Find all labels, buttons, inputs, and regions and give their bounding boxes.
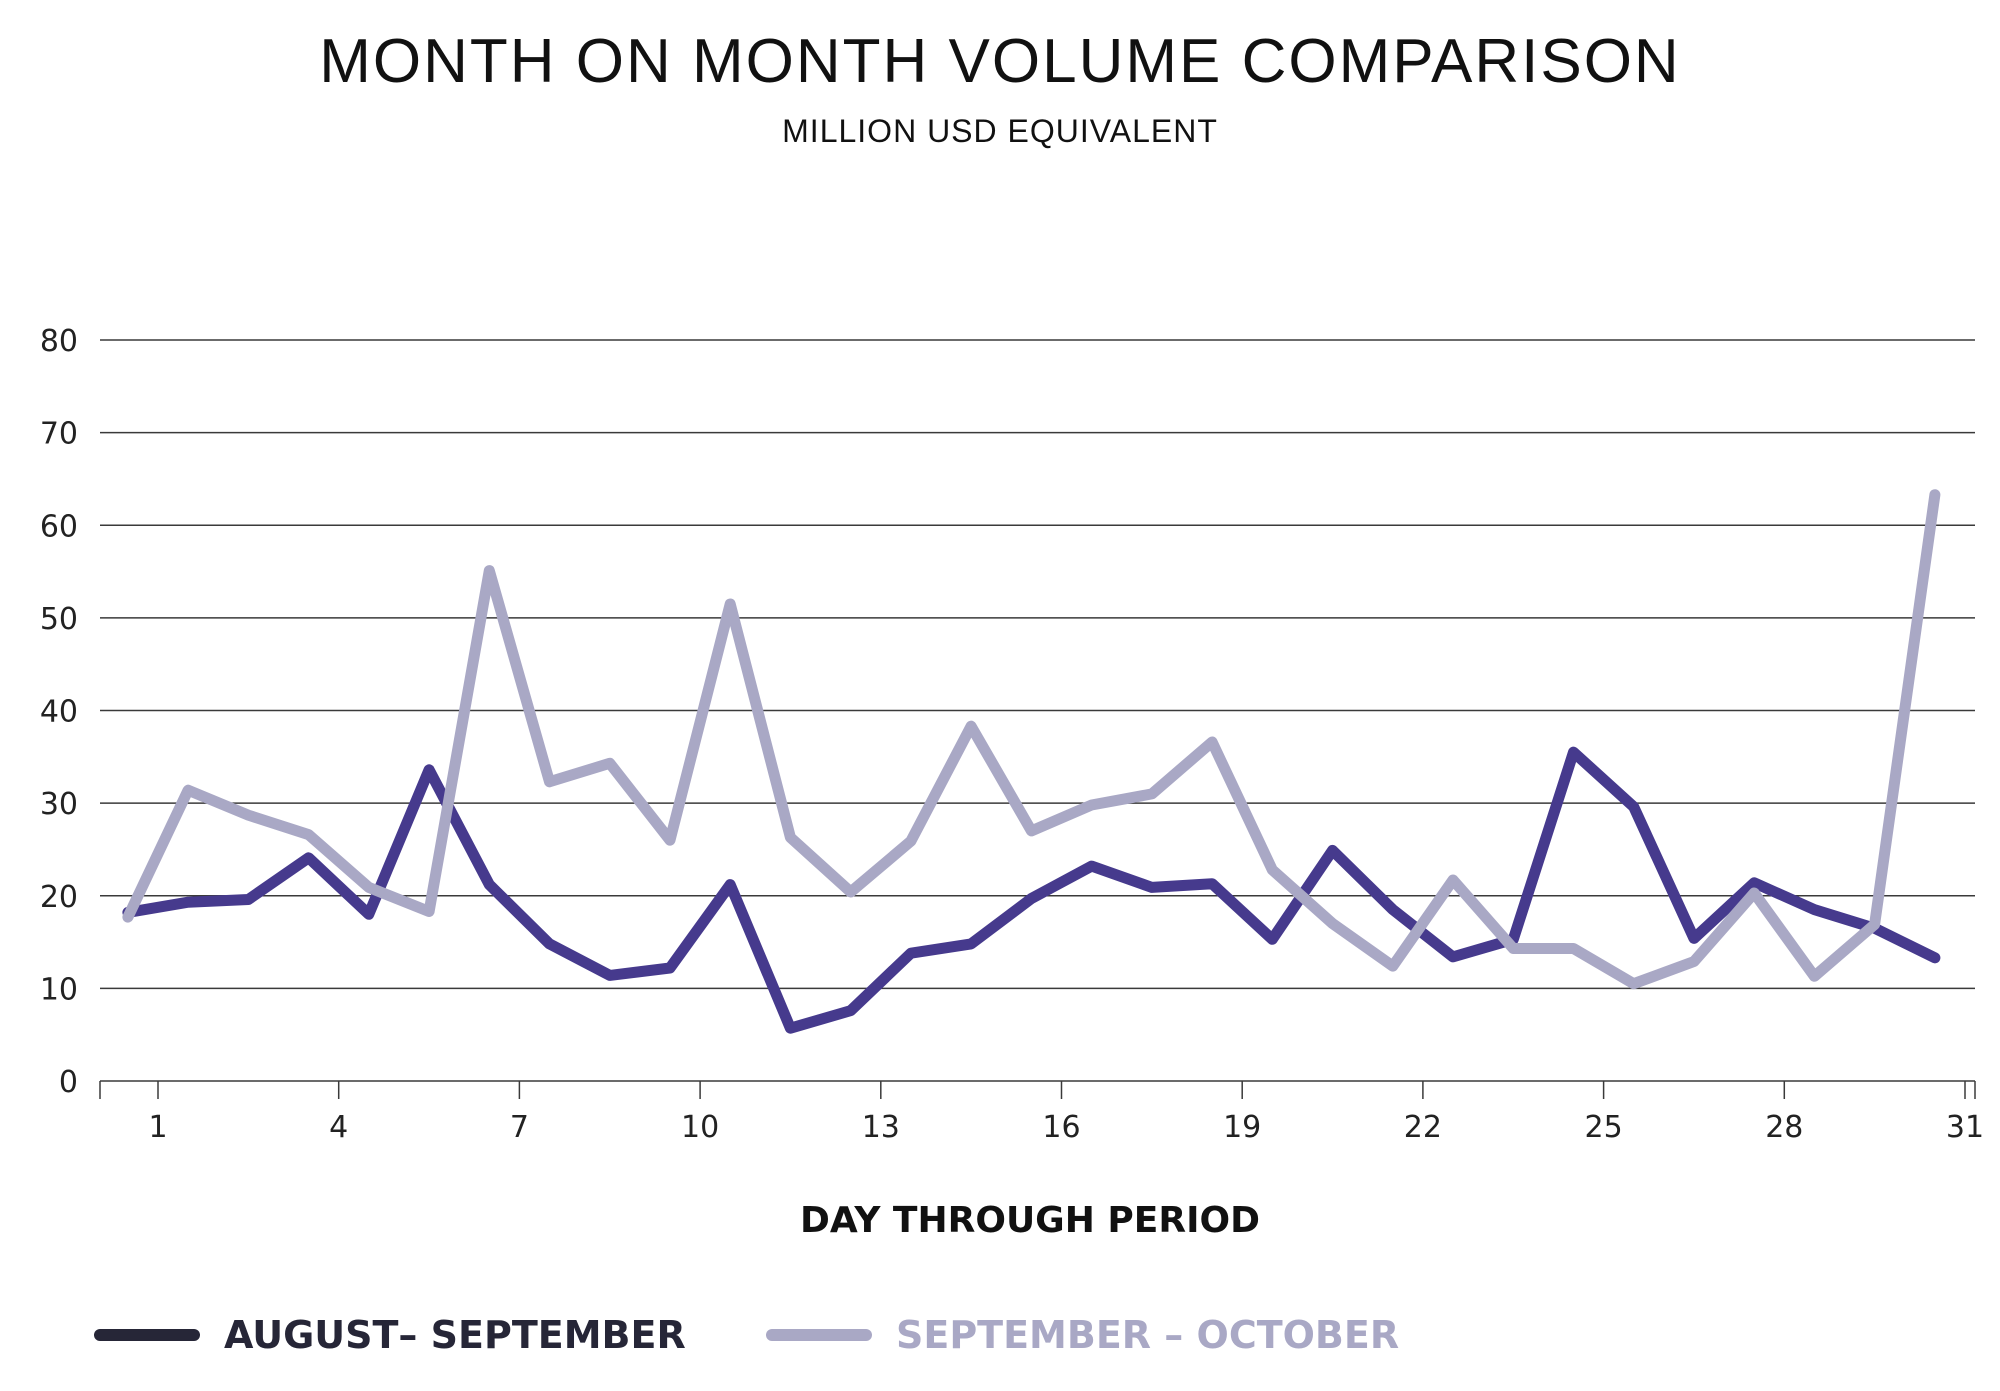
legend: AUGUST– SEPTEMBER SEPTEMBER – OCTOBER	[94, 1313, 1399, 1357]
x-tick-label: 4	[329, 1110, 348, 1145]
series-lines	[122, 489, 1941, 1034]
y-tick-label: 70	[40, 417, 78, 452]
y-tick-label: 40	[40, 695, 78, 730]
series-line-august-september	[122, 746, 1941, 1034]
y-tick-label: 80	[40, 324, 78, 359]
legend-label-august-september: AUGUST– SEPTEMBER	[224, 1313, 686, 1357]
chart-subtitle: MILLION USD EQUIVALENT	[782, 113, 1218, 149]
x-tick-label: 13	[862, 1110, 900, 1145]
x-tick-label: 22	[1404, 1110, 1442, 1145]
y-tick-label: 50	[40, 602, 78, 637]
y-tick-label: 60	[40, 509, 78, 544]
series-line-september-october	[122, 489, 1941, 990]
x-tick-label: 28	[1765, 1110, 1803, 1145]
chart-title: MONTH ON MONTH VOLUME COMPARISON	[319, 27, 1680, 96]
y-tick-label: 0	[59, 1065, 78, 1100]
y-tick-label: 30	[40, 787, 78, 822]
x-tick-label: 7	[510, 1110, 529, 1145]
legend-label-september-october: SEPTEMBER – OCTOBER	[896, 1313, 1399, 1357]
y-axis-ticks: 0 10 20 30 40 50 60 70 80	[40, 324, 78, 1100]
y-tick-label: 10	[40, 972, 78, 1007]
x-tick-label: 16	[1042, 1110, 1080, 1145]
x-axis: 1 4 7 10 13 16 19 22 25 28 31	[99, 1080, 1984, 1145]
y-tick-label: 20	[40, 880, 78, 915]
x-tick-label: 31	[1946, 1110, 1984, 1145]
x-tick-label: 19	[1223, 1110, 1261, 1145]
x-axis-label: DAY THROUGH PERIOD	[800, 1200, 1260, 1241]
x-tick-label: 10	[681, 1110, 719, 1145]
x-tick-label: 25	[1585, 1110, 1623, 1145]
x-tick-label: 1	[148, 1110, 167, 1145]
